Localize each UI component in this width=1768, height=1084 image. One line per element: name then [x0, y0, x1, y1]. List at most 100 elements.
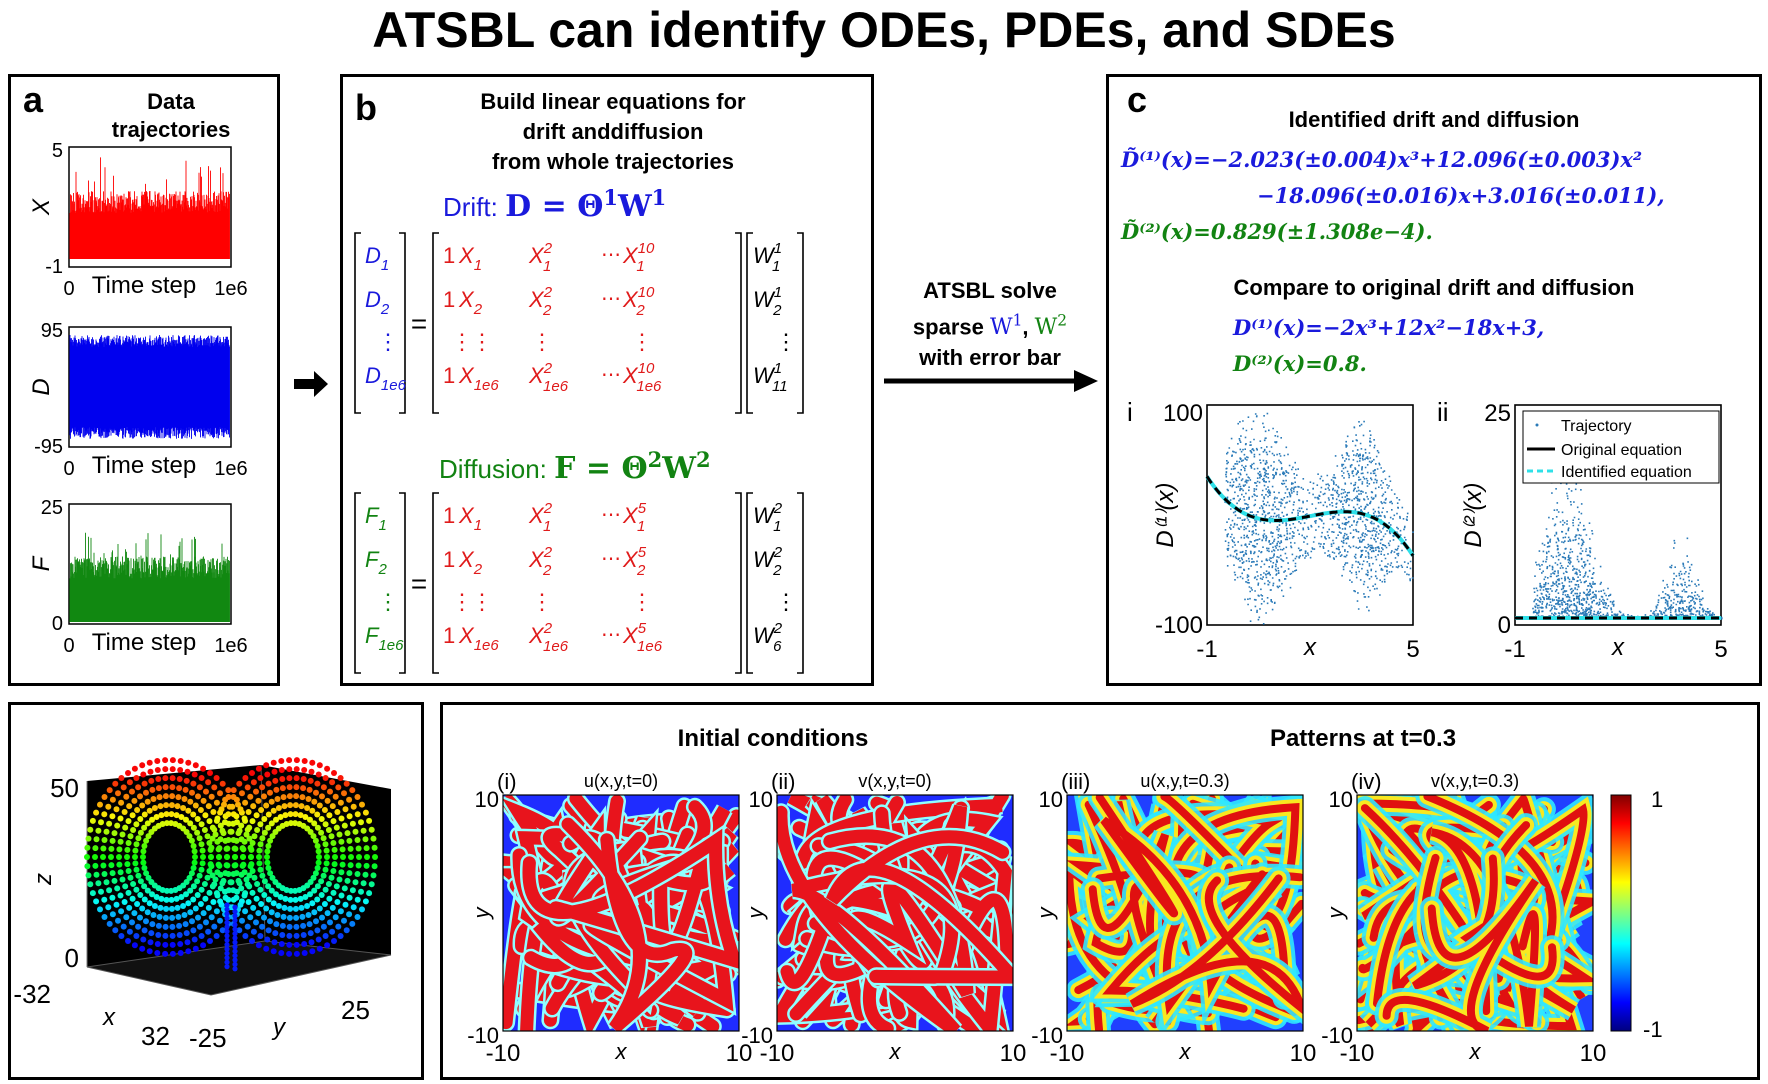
lorenz-point: [130, 881, 137, 887]
lorenz-point: [176, 776, 183, 782]
lorenz-point: [133, 821, 140, 828]
subplot-roman: ii: [1437, 397, 1449, 427]
lorenz-point: [101, 837, 108, 843]
lorenz-point: [131, 942, 138, 949]
lorenz-point: [279, 932, 286, 938]
map-ymax: 10: [1329, 787, 1353, 812]
lorenz-point: [293, 766, 300, 773]
lorenz-point: [97, 906, 103, 913]
lorenz-point: [240, 854, 246, 860]
lorenz-point: [329, 803, 336, 810]
lorenz-point: [208, 854, 214, 860]
lorenz-point: [275, 903, 282, 909]
lorenz-point: [87, 881, 94, 888]
lorenz-point: [141, 843, 148, 849]
lorenz-point: [366, 817, 373, 824]
lorenz-point: [246, 872, 253, 879]
lorenz-point: [168, 905, 175, 912]
lorenz-point: [190, 843, 197, 849]
lorenz-point: [158, 895, 165, 902]
matrix-bracket: [399, 492, 406, 674]
lorenz-point: [298, 803, 305, 810]
lorenz-point: [126, 779, 133, 786]
lorenz-point: [233, 813, 240, 820]
lorenz-point: [246, 824, 253, 831]
lorenz-point: [219, 927, 226, 934]
lorenz-point: [264, 848, 271, 855]
lorenz-point: [205, 928, 212, 935]
lorenz-point: [250, 779, 257, 786]
matrix-x2-entry: X2 1: [528, 500, 553, 535]
lorenz-point: [293, 775, 300, 782]
lorenz-point: [192, 802, 199, 809]
matrix-lhs-entry: D1: [365, 243, 389, 274]
panel-lorenz: 50 0 z -32 x 32 -25 y 25: [8, 702, 424, 1080]
lorenz-point: [198, 933, 205, 939]
panel-b-header-line2: drift anddiffusion: [522, 119, 704, 144]
lorenz-point: [362, 809, 369, 816]
lorenz-point: [249, 770, 255, 776]
lorenz-point: [118, 933, 125, 939]
lorenz-point: [100, 854, 106, 860]
lorenz-point: [293, 923, 300, 930]
figure-title: ATSBL can identify ODEs, PDEs, and SDEs: [372, 2, 1396, 58]
matrix-bracket: [746, 232, 753, 414]
lorenz-point: [93, 809, 100, 816]
lorenz-point: [144, 887, 151, 894]
lorenz-point: [232, 845, 239, 852]
lorenz-point: [137, 816, 144, 822]
lorenz-point: [230, 787, 237, 794]
lorenz-point: [330, 889, 337, 896]
matrix-bracket: [735, 492, 742, 674]
lorenz-point: [322, 866, 329, 873]
lorenz-point: [217, 898, 224, 905]
lorenz-point: [169, 923, 176, 930]
trajectory-xmin: 0: [63, 278, 74, 300]
lorenz-point: [298, 904, 305, 911]
lorenz-point: [293, 950, 300, 957]
lorenz-point: [135, 923, 142, 930]
lorenz-point: [268, 887, 275, 894]
lorenz-point: [364, 854, 370, 860]
panel-a: a Data trajectories 5 -1 X 0 1e6 Time step 95 -…: [8, 74, 280, 686]
lorenz-point: [329, 904, 336, 911]
lorenz-point: [117, 869, 124, 876]
lorenz-point: [255, 797, 262, 804]
lorenz-point: [308, 939, 315, 946]
lorenz-point: [314, 843, 321, 849]
lorenz-point: [84, 863, 91, 870]
lorenz-point: [111, 877, 118, 884]
lorenz-ylabel: y: [271, 1014, 287, 1041]
lorenz-point: [162, 932, 169, 939]
lorenz-point: [189, 918, 195, 925]
lorenz-point: [315, 936, 322, 943]
lorenz-point: [200, 797, 207, 804]
lorenz-point: [368, 881, 375, 888]
map-ylabel: y: [743, 906, 768, 921]
lorenz-point: [103, 879, 110, 886]
lorenz-point: [286, 923, 293, 930]
lorenz-point: [256, 860, 263, 867]
lorenz-point: [140, 859, 147, 866]
lorenz-point: [243, 831, 250, 838]
colorbar: [1610, 794, 1632, 1032]
lorenz-point: [286, 932, 293, 939]
lorenz-point: [315, 848, 322, 855]
lorenz-point: [362, 871, 369, 878]
lorenz-ymin: -25: [189, 1023, 227, 1053]
lorenz-point: [335, 923, 342, 930]
matrix-xmax-entry: X10 2: [622, 284, 655, 319]
lorenz-point: [299, 794, 306, 801]
lorenz-point: [253, 812, 260, 819]
lorenz-point: [277, 814, 284, 820]
lorenz-point: [224, 937, 230, 943]
lorenz-point: [177, 950, 184, 956]
pattern-stripe: [1382, 878, 1539, 1031]
lorenz-point: [213, 890, 220, 897]
lorenz-point: [85, 872, 92, 879]
lorenz-point: [222, 819, 228, 826]
lorenz-point: [224, 955, 230, 961]
lorenz-point: [143, 918, 149, 925]
lorenz-point: [306, 921, 313, 928]
colorbar-max: 1: [1651, 787, 1663, 812]
